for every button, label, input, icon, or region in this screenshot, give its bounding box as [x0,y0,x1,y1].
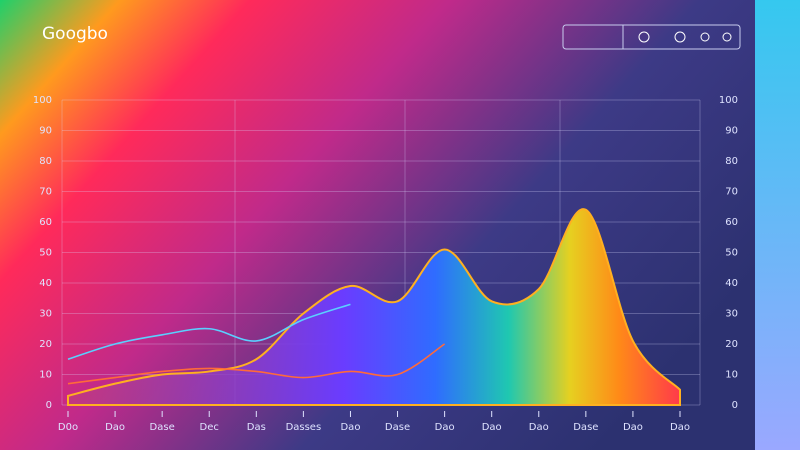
x-tick-label: Dasses [286,422,322,433]
y-tick-label: 20 [39,339,52,350]
y-tick-label: 40 [39,278,52,289]
y-tick-label-right: 20 [725,339,738,350]
y-tick-label: 80 [39,156,52,167]
x-tick-label: Dao [623,422,643,433]
side-strip [755,0,800,450]
y-tick-label-right: 10 [725,370,738,381]
toolbar-icon[interactable] [722,32,732,42]
toolbar [562,24,741,50]
x-tick-label: Dase [573,422,598,433]
line [67,303,351,361]
x-tick-label: Dec [200,422,219,433]
area [67,208,681,406]
y-tick-label-right: 80 [725,156,738,167]
y-tick-label-right: 60 [725,217,738,228]
y-tick-label-right: 100 [719,95,738,106]
y-tick-label: 90 [39,126,52,137]
toolbar-icon[interactable] [700,32,710,42]
y-tick-label: 10 [39,370,52,381]
x-tick-label: Dase [385,422,410,433]
y-tick-label-right: 40 [725,278,738,289]
toolbar-icon[interactable] [638,31,650,43]
x-tick-label: Dao [670,422,690,433]
y-tick-label-right: 70 [725,187,738,198]
y-tick-label-right: 50 [725,248,738,259]
chart-title: Googbo [42,24,108,44]
line [67,343,446,385]
x-tick-label: Dao [340,422,360,433]
toolbar-icon[interactable] [674,31,686,43]
y-tick-label: 30 [39,309,52,320]
y-tick-label: 60 [39,217,52,228]
x-tick-label: Dao [482,422,502,433]
x-tick-label: D0o [58,422,78,433]
y-tick-label-right: 0 [732,400,738,411]
y-tick-label: 100 [33,95,52,106]
y-tick-label: 50 [39,248,52,259]
x-tick-label: Dao [435,422,455,433]
y-tick-label-right: 90 [725,126,738,137]
y-tick-label-right: 30 [725,309,738,320]
x-tick-label: Dase [150,422,175,433]
x-tick-label: Dao [529,422,549,433]
toolbar-frame [562,24,741,50]
x-tick-label: Das [247,422,266,433]
y-tick-label: 0 [46,400,52,411]
y-tick-label: 70 [39,187,52,198]
x-tick-label: Dao [105,422,125,433]
